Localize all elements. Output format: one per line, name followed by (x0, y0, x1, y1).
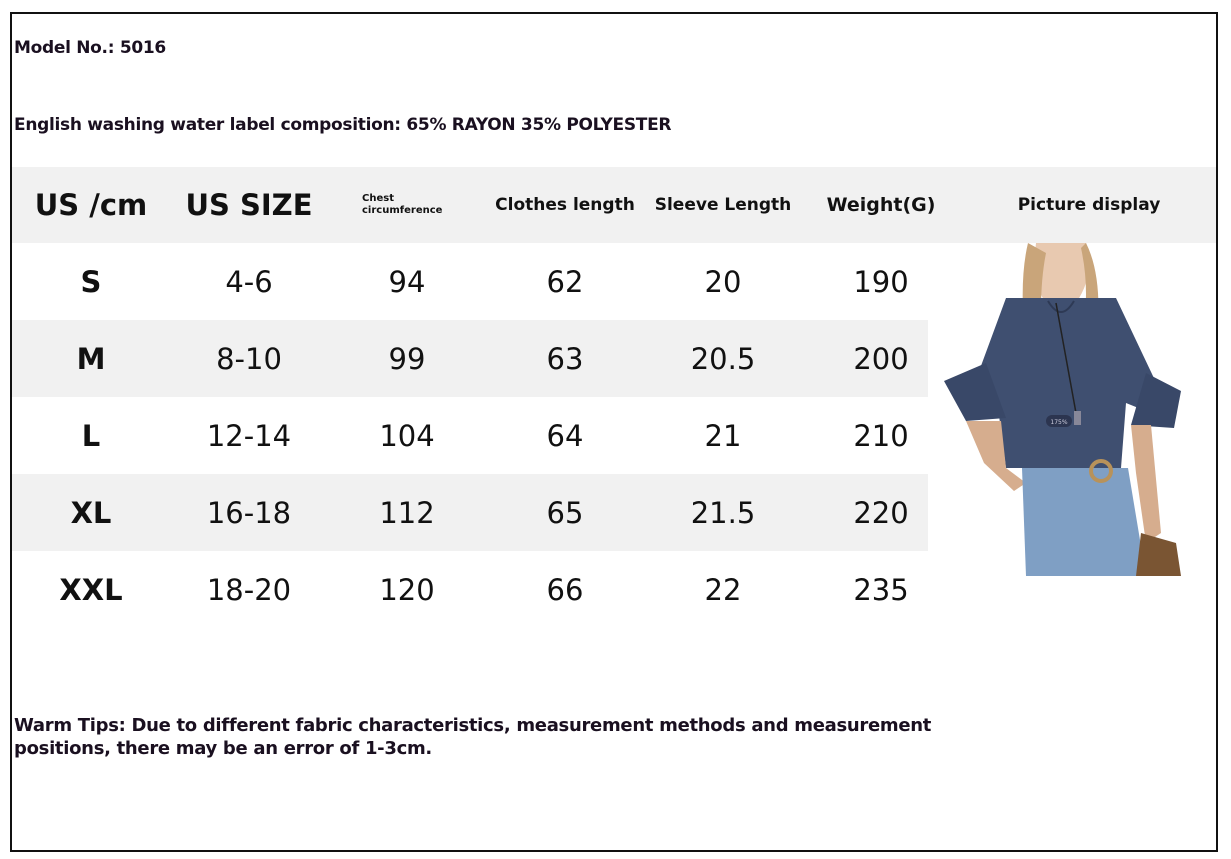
table-row: XXL 18-20 120 66 22 235 (12, 551, 928, 628)
cell-chest: 120 (379, 572, 435, 607)
header-us-cm: US /cm (34, 188, 148, 222)
table-row: S 4-6 94 62 20 190 (12, 243, 928, 320)
cell-weight: 200 (853, 341, 909, 376)
cell-us-size: 16-18 (206, 495, 292, 530)
cell-size: M (76, 341, 106, 376)
cell-chest: 104 (379, 418, 435, 453)
table-row: M 8-10 99 63 20.5 200 (12, 320, 928, 397)
header-picture-display: Picture display (1017, 195, 1161, 215)
cell-clothes-length: 65 (546, 495, 584, 530)
cell-weight: 220 (853, 495, 909, 530)
cell-size: L (81, 418, 101, 453)
cell-weight: 210 (853, 418, 909, 453)
page-border (10, 12, 1218, 852)
cell-clothes-length: 66 (546, 572, 584, 607)
cell-sleeve-length: 22 (704, 572, 742, 607)
cell-weight: 235 (853, 572, 909, 607)
cell-sleeve-length: 21.5 (690, 495, 756, 530)
warm-tips: Warm Tips: Due to different fabric chara… (14, 715, 932, 759)
cell-clothes-length: 64 (546, 418, 584, 453)
header-weight: Weight(G) (826, 194, 936, 216)
cell-us-size: 18-20 (206, 572, 292, 607)
cell-us-size: 8-10 (216, 341, 282, 376)
cell-us-size: 4-6 (225, 264, 273, 299)
table-row: L 12-14 104 64 21 210 (12, 397, 928, 474)
model-number: Model No.: 5016 (14, 38, 166, 58)
table-row: XL 16-18 112 65 21.5 220 (12, 474, 928, 551)
photo-watermark: 175% (1050, 419, 1067, 426)
cell-size: XXL (59, 572, 123, 607)
cell-us-size: 12-14 (206, 418, 292, 453)
cell-clothes-length: 62 (546, 264, 584, 299)
cell-size: S (80, 264, 102, 299)
cell-chest: 94 (388, 264, 426, 299)
header-chest: Chest circumference (362, 193, 443, 216)
cell-sleeve-length: 20.5 (690, 341, 756, 376)
cell-chest: 112 (379, 495, 435, 530)
header-us-size: US SIZE (185, 188, 313, 222)
header-sleeve-length: Sleeve Length (654, 195, 792, 215)
cell-size: XL (70, 495, 112, 530)
cell-weight: 190 (853, 264, 909, 299)
header-clothes-length: Clothes length (495, 195, 635, 215)
product-photo: 175% (936, 243, 1186, 576)
cell-sleeve-length: 21 (704, 418, 742, 453)
cell-sleeve-length: 20 (704, 264, 742, 299)
cell-clothes-length: 63 (546, 341, 584, 376)
composition-label: English washing water label composition:… (14, 115, 672, 135)
table-header: US /cm US SIZE Chest circumference Cloth… (12, 167, 1216, 243)
cell-chest: 99 (388, 341, 426, 376)
